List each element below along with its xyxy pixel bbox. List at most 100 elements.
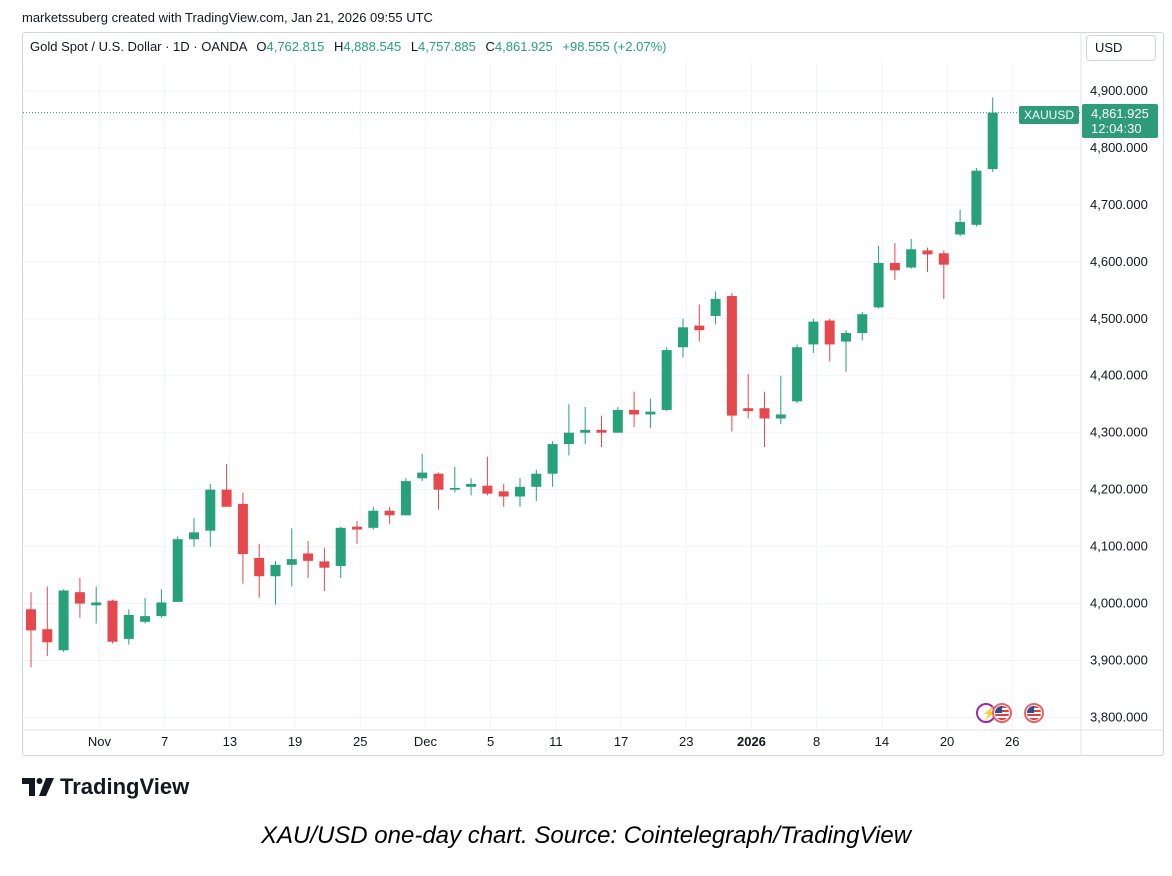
x-tick-label: Nov [88,734,112,749]
candle-body-up [205,489,216,531]
chart-frame [22,32,1164,756]
low-value: 4,757.885 [418,39,476,54]
candle-body-up [91,602,102,606]
x-tick-label: Dec [414,734,438,749]
candle-body-up [710,298,721,316]
candle-body-up [678,327,688,348]
candle-body-down [254,558,265,577]
close-value: 4,861.925 [494,39,553,54]
candle-body-up [563,432,574,445]
y-tick-label: 4,600.000 [1090,254,1148,269]
candle-body-down [743,408,754,412]
candle-body-down [596,429,607,433]
y-tick-label: 4,900.000 [1090,83,1148,98]
y-tick-label: 4,000.000 [1090,596,1148,611]
candle-body-down [629,409,640,415]
x-tick-label: 23 [679,734,693,749]
candle-body-up [987,112,998,170]
candle-body-down [74,592,85,604]
change-value: +98.555 (+2.07%) [562,39,667,54]
grid-lines [23,62,1081,730]
candle-body-up [515,486,525,497]
candle-body-down [221,489,232,507]
tradingview-logo-icon [22,778,54,796]
candle-body-down [384,510,395,516]
chart-credit: marketssuberg created with TradingView.c… [22,10,433,25]
candle-body-up [873,262,884,308]
y-tick-label: 4,800.000 [1090,140,1148,155]
y-tick-label: 3,900.000 [1090,653,1148,668]
candle-body-down [107,600,118,642]
candle-body-up [172,539,183,602]
candle-body-up [156,602,167,617]
open-label: O [256,39,267,54]
x-tick-label: 8 [813,734,820,749]
currency-button[interactable]: USD [1086,35,1156,61]
y-tick-label: 4,400.000 [1090,368,1148,383]
candle-body-up [661,350,672,410]
candle-body-up [368,510,379,528]
candle-body-down [42,629,53,643]
y-tick-label: 4,300.000 [1090,425,1148,440]
candle-body-up [140,616,151,622]
last-price-badge: 4,861.925 12:04:30 [1082,104,1158,138]
us-flag-icon[interactable] [1024,703,1044,723]
candle-body-up [841,333,851,342]
candle-body-up [335,527,346,566]
candle-body-up [417,472,428,479]
candle-body-down [824,320,835,345]
x-tick-label: 7 [161,734,168,749]
y-tick-label: 4,200.000 [1090,482,1148,497]
candle-body-down [319,561,330,568]
candle-body-down [303,553,314,561]
x-tick-label: 5 [487,734,494,749]
x-tick-label: 13 [223,734,237,749]
low-label: L [410,39,419,54]
candle-body-down [889,262,900,271]
candle-body-up [857,314,868,334]
x-tick-label: 2026 [737,734,766,749]
time-axis: Nov 7 13 19 25 Dec 5 11 17 23 2026 8 14 20 26 [22,729,1164,749]
candle-body-down [237,503,248,555]
candles [26,97,998,668]
x-tick-label: 26 [1005,734,1019,749]
candle-body-up [580,429,591,433]
candle-body-down [726,295,737,416]
candle-body-up [58,590,69,651]
tradingview-wordmark: TradingView [60,774,190,799]
x-tick-label: 19 [288,734,302,749]
candle-body-up [449,487,460,490]
x-tick-label: 20 [940,734,954,749]
price-axis: 3,800.000 3,900.000 4,000.000 4,100.000 4,20… [1080,32,1148,756]
candle-body-down [694,325,705,331]
candle-body-up [123,614,134,639]
x-tick-label: 11 [549,734,563,749]
x-tick-label: 14 [875,734,889,749]
candle-body-down [433,473,444,490]
symbol-price-tag: XAUUSD [1019,106,1080,124]
symbol-legend: Gold Spot / U.S. Dollar · 1D · OANDA O 4,… [30,39,666,54]
candle-body-down [938,253,949,265]
last-price-value: 4,861.925 [1091,106,1149,121]
candle-body-up [612,409,623,433]
y-tick-label: 4,700.000 [1090,197,1148,212]
high-value: 4,888.545 [343,39,402,54]
candle-body-up [971,170,982,225]
y-tick-label: 4,100.000 [1090,539,1148,554]
figure-caption: XAU/USD one-day chart. Source: Cointeleg… [260,822,912,849]
us-flag-icon[interactable] [992,703,1012,723]
symbol-title: Gold Spot / U.S. Dollar · 1D · OANDA [30,39,247,54]
candle-body-up [189,532,199,540]
x-tick-label: 17 [614,734,628,749]
bar-countdown: 12:04:30 [1091,121,1142,136]
candle-body-up [466,483,477,487]
candle-body-up [792,347,803,402]
candle-body-up [955,221,966,235]
y-tick-label: 4,500.000 [1090,311,1148,326]
tradingview-logo[interactable]: TradingView [22,774,189,800]
candle-body-up [775,414,786,419]
candle-body-up [286,559,297,565]
candle-body-down [352,526,362,530]
candle-body-up [547,444,558,474]
